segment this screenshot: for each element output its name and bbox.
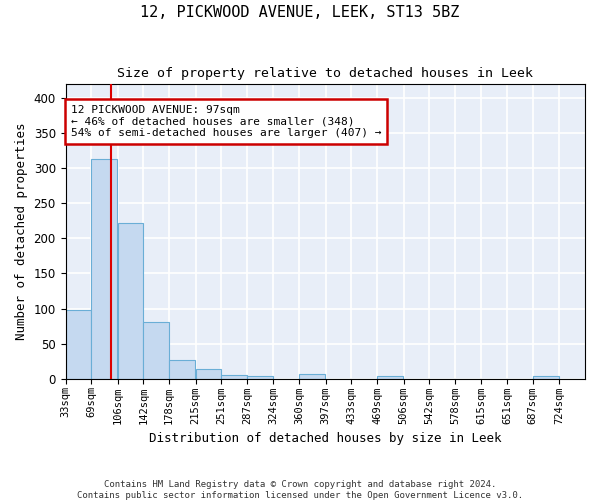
Bar [377, 376, 403, 378]
Bar [196, 368, 221, 378]
Bar [247, 376, 273, 378]
Bar [299, 374, 325, 378]
Bar [91, 158, 117, 378]
Bar [65, 310, 91, 378]
Bar [143, 322, 169, 378]
Y-axis label: Number of detached properties: Number of detached properties [15, 122, 28, 340]
Bar [221, 375, 247, 378]
Text: 12 PICKWOOD AVENUE: 97sqm
← 46% of detached houses are smaller (348)
54% of semi: 12 PICKWOOD AVENUE: 97sqm ← 46% of detac… [71, 105, 381, 138]
Bar [118, 223, 143, 378]
Text: Contains HM Land Registry data © Crown copyright and database right 2024.
Contai: Contains HM Land Registry data © Crown c… [77, 480, 523, 500]
X-axis label: Distribution of detached houses by size in Leek: Distribution of detached houses by size … [149, 432, 502, 445]
Bar [533, 376, 559, 378]
Bar [169, 360, 195, 378]
Text: 12, PICKWOOD AVENUE, LEEK, ST13 5BZ: 12, PICKWOOD AVENUE, LEEK, ST13 5BZ [140, 5, 460, 20]
Title: Size of property relative to detached houses in Leek: Size of property relative to detached ho… [117, 68, 533, 80]
